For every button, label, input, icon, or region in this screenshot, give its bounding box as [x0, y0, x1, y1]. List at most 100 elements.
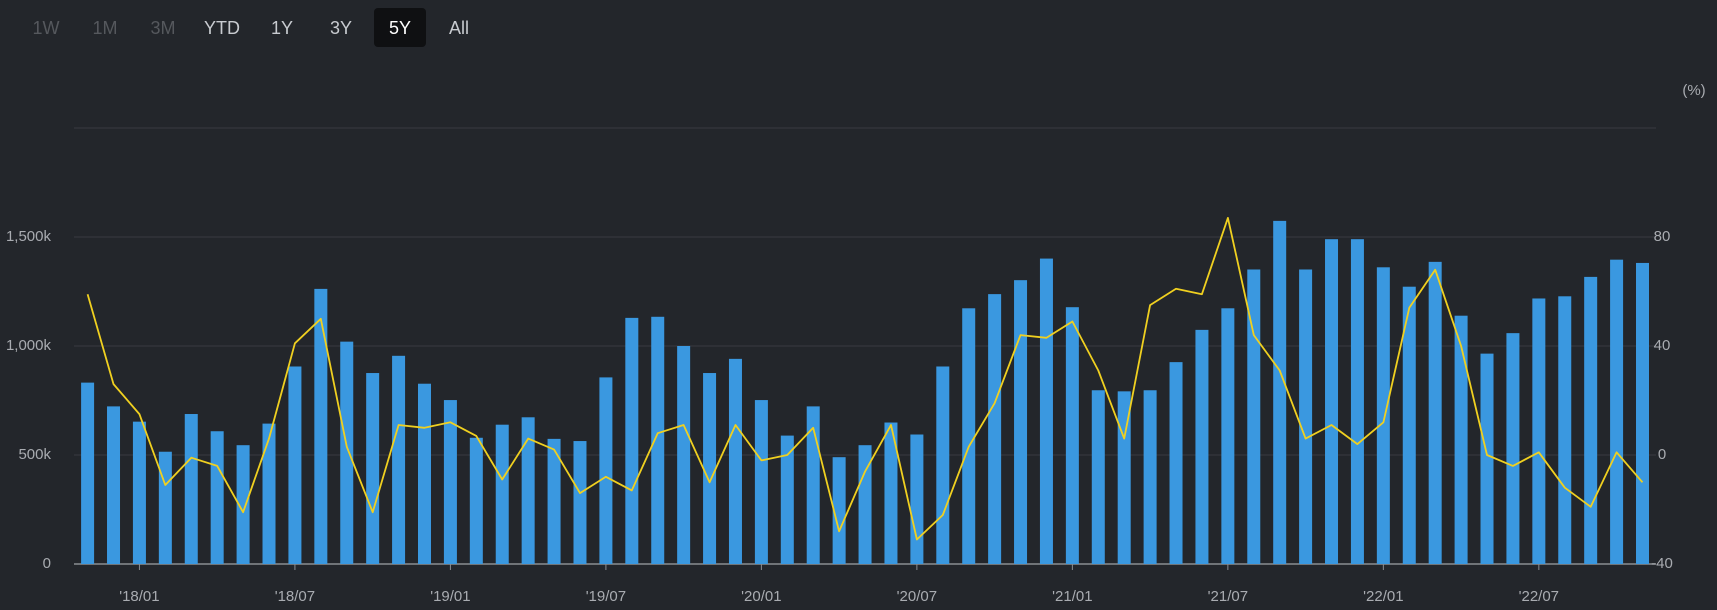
y-tick-label: 500k [18, 446, 51, 463]
bar [521, 417, 535, 564]
bar [1143, 390, 1157, 564]
bar [1428, 261, 1442, 564]
x-tick-label: '22/07 [1519, 588, 1559, 605]
range-button: 1M [92, 18, 117, 38]
x-tick-label: '18/01 [119, 588, 159, 605]
bar [677, 346, 691, 564]
grid: 0 500k 1,000k 1,500k -40 0 40 80 '18/01 '18/07 '19… [6, 127, 1673, 605]
x-tick-label: '22/01 [1363, 588, 1403, 605]
x-tick-label: '21/07 [1208, 588, 1248, 605]
range-button[interactable]: YTD [204, 18, 240, 38]
x-tick-label: '19/01 [430, 588, 470, 605]
bar [417, 383, 431, 564]
bar [392, 355, 406, 564]
x-tick-label: '18/07 [275, 588, 315, 605]
bar [1169, 362, 1183, 564]
y-tick-label: 1,000k [6, 337, 52, 354]
bar [625, 317, 639, 564]
bar [1091, 390, 1105, 564]
bar [1221, 308, 1235, 564]
range-button-label: 1W [33, 18, 60, 38]
bar [988, 294, 1002, 564]
range-button-label: 1Y [271, 18, 293, 38]
bar [884, 422, 898, 564]
bar [1506, 333, 1520, 564]
bar [780, 435, 794, 564]
range-button[interactable]: 3Y [330, 18, 352, 38]
range-button: 3M [150, 18, 175, 38]
bar [573, 441, 587, 564]
bar [236, 445, 250, 564]
bar [936, 366, 950, 564]
bar [599, 377, 613, 564]
x-tick-label: '20/01 [741, 588, 781, 605]
x-tick-label: '19/07 [586, 588, 626, 605]
bar [651, 316, 665, 564]
bar [547, 438, 561, 564]
bar [469, 437, 483, 564]
bar [832, 457, 846, 564]
bar [1558, 296, 1572, 564]
bar [1350, 239, 1364, 564]
bar [858, 445, 872, 564]
bar [366, 373, 380, 564]
bar [1117, 391, 1131, 564]
bar [495, 424, 509, 564]
bar [158, 451, 172, 564]
bar [107, 406, 121, 564]
bar [1376, 267, 1390, 564]
range-button-label: YTD [204, 18, 240, 38]
bar [1325, 239, 1339, 564]
bar [340, 341, 354, 564]
bar [1299, 269, 1313, 564]
range-selector: 1W 1M 3M YTD 1Y 3Y 5Y All [33, 8, 469, 47]
range-button-label: 1M [92, 18, 117, 38]
line [86, 217, 1644, 541]
bar [1247, 269, 1261, 564]
bar [962, 308, 976, 564]
range-button: 1W [33, 18, 60, 38]
range-button-label: 3M [150, 18, 175, 38]
y2-tick-label: -40 [1651, 555, 1673, 572]
bar [81, 382, 95, 564]
bar [262, 423, 276, 564]
y-tick-label: 1,500k [6, 228, 52, 245]
y2-axis-label: (%) [1682, 82, 1705, 99]
bar [184, 414, 198, 564]
x-tick-label: '21/01 [1052, 588, 1092, 605]
bar [314, 288, 328, 564]
plot-area [81, 217, 1649, 565]
active-button-bg [374, 8, 426, 47]
y-tick-label: 0 [43, 555, 51, 572]
range-button-label: 3Y [330, 18, 352, 38]
range-button[interactable]: 5Y [374, 8, 426, 47]
range-button-label: All [449, 18, 469, 38]
bar [910, 434, 924, 564]
bar [1065, 307, 1079, 564]
x-tick-label: '20/07 [897, 588, 937, 605]
range-button-label: 5Y [389, 18, 411, 38]
range-button[interactable]: All [449, 18, 469, 38]
bar [1402, 286, 1416, 564]
bar [443, 400, 457, 564]
bar [1014, 280, 1028, 564]
y2-tick-label: 0 [1658, 446, 1666, 463]
bar [1273, 220, 1287, 565]
bar [132, 421, 146, 564]
bar [1532, 298, 1546, 564]
bar [1480, 353, 1494, 564]
bar [703, 373, 717, 564]
bar [288, 366, 302, 564]
bar [754, 400, 768, 564]
bar [1584, 276, 1598, 564]
range-button[interactable]: 1Y [271, 18, 293, 38]
bar [1195, 329, 1209, 564]
bar [806, 406, 820, 564]
y2-tick-label: 80 [1654, 228, 1671, 245]
bar [1039, 258, 1053, 564]
bar [210, 431, 224, 564]
y2-tick-label: 40 [1654, 337, 1671, 354]
bar [1636, 262, 1649, 564]
bar [1454, 315, 1468, 564]
